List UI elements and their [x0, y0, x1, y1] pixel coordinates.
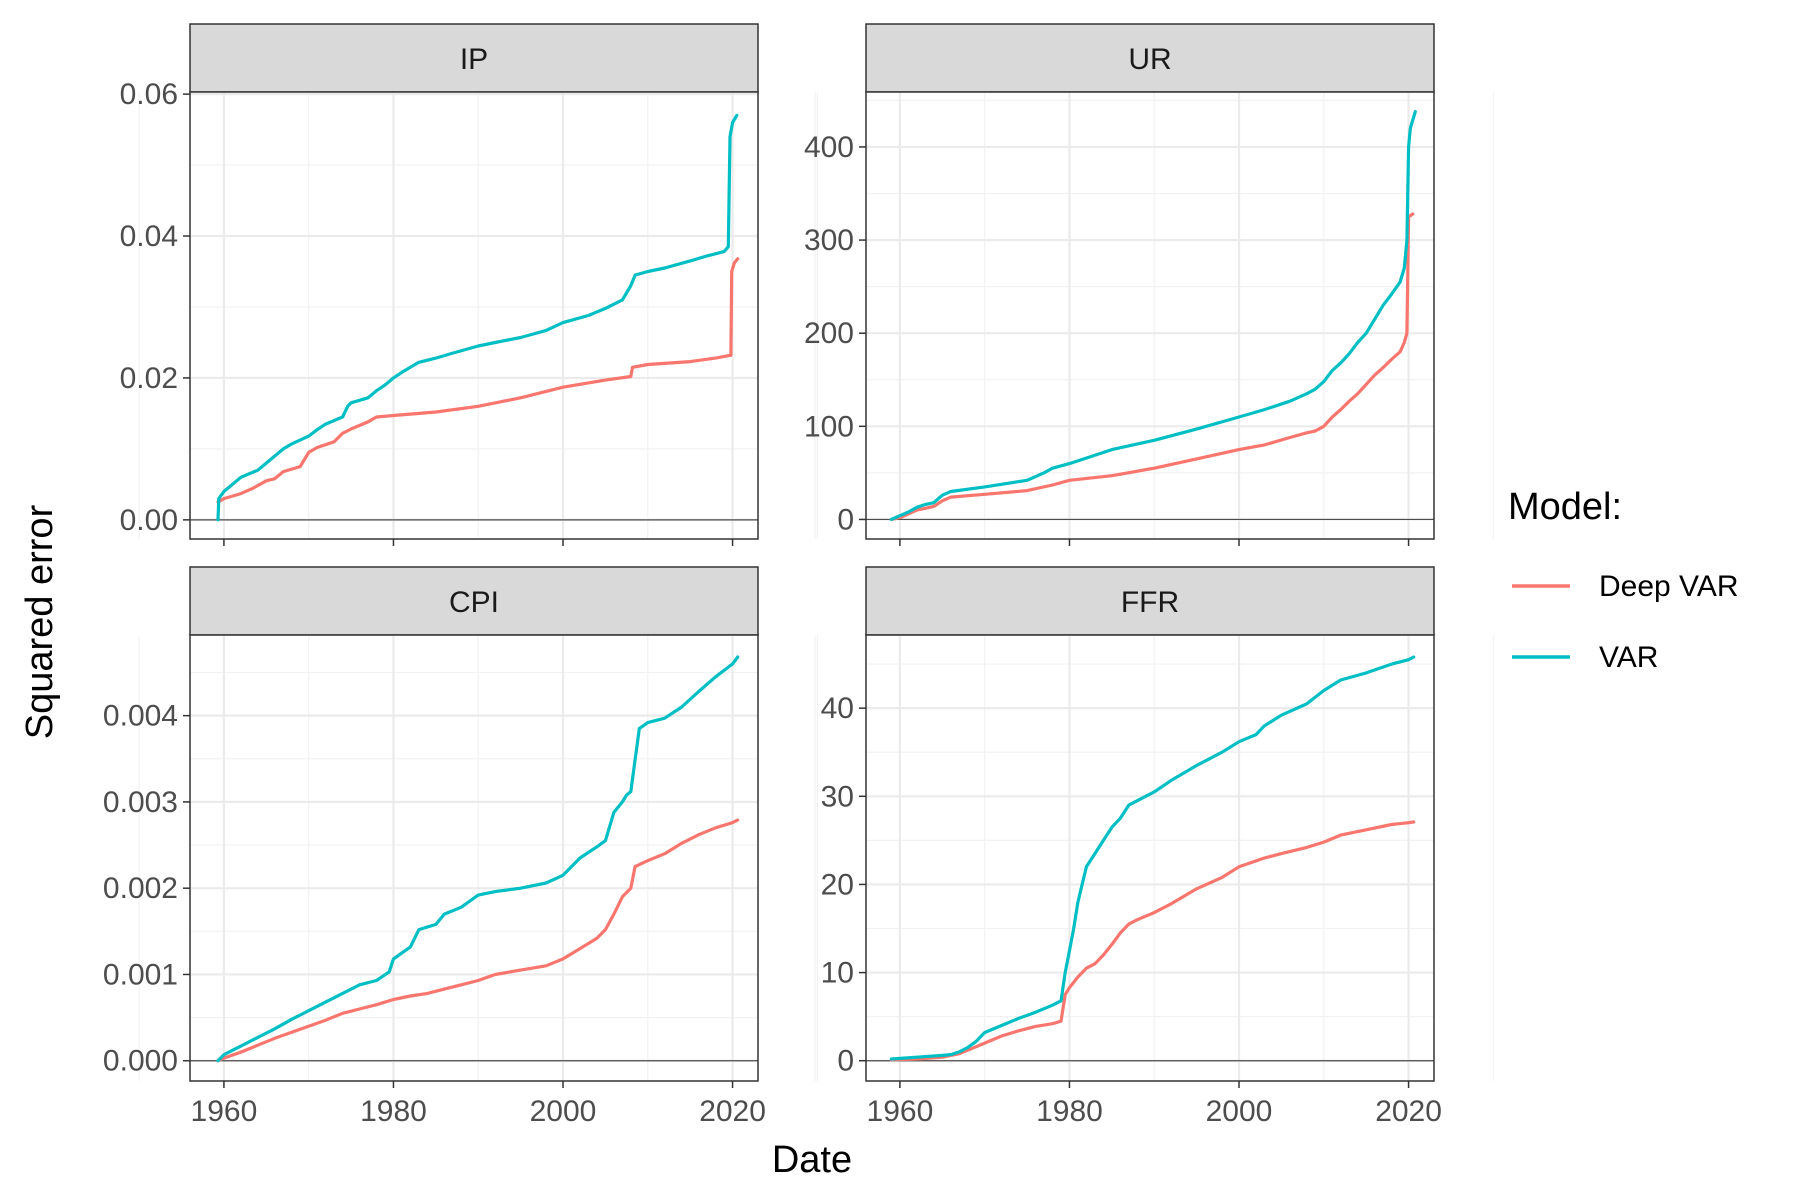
y-tick-label: 200 [804, 317, 854, 350]
facet-strip [189, 23, 759, 93]
y-tick-label: 0.000 [103, 1045, 178, 1078]
panel-ur: UR 0 100 200 300 400 [804, 23, 1494, 546]
facet-strip [865, 566, 1435, 636]
y-tick-label: 400 [804, 131, 854, 164]
panel-cpi: CPI 0.000 0.001 0.002 0.003 0.004 1960 1980 2000… [103, 566, 818, 1128]
series-line-var [216, 113, 739, 522]
x-tick-label: 1960 [191, 1095, 258, 1128]
panel-border [189, 91, 759, 540]
y-axis-title: Squared error [19, 504, 61, 739]
facet-title: CPI [449, 586, 499, 619]
series-line-deep-var [216, 818, 740, 1063]
x-tick-label: 1980 [360, 1095, 427, 1128]
legend-label-var: VAR [1599, 641, 1658, 674]
y-tick-label: 40 [821, 692, 854, 725]
y-tick-label: 0.00 [120, 504, 178, 537]
facet-strip [189, 566, 759, 636]
y-tick-label: 0.04 [120, 220, 178, 253]
facet-strip [865, 23, 1435, 93]
x-tick-label: 1980 [1036, 1095, 1103, 1128]
chart-panels: IP0.000.020.040.06UR0100200300400CPI0.00… [103, 23, 1494, 1128]
series-line-deep-var [216, 257, 740, 504]
x-tick-label: 2000 [1206, 1095, 1273, 1128]
y-tick-label: 0.002 [103, 872, 178, 905]
panel-background [190, 92, 758, 539]
y-tick-label: 0.02 [120, 362, 178, 395]
facet-title: UR [1128, 43, 1171, 76]
facet-title: IP [460, 43, 488, 76]
panel-border [865, 634, 1435, 1082]
y-tick-label: 0 [837, 1045, 854, 1078]
y-tick-label: 0 [837, 503, 854, 536]
series-line-var [889, 655, 1416, 1061]
panel-border [189, 634, 759, 1082]
y-tick-label: 0.06 [120, 78, 178, 111]
series-line-var [889, 109, 1417, 522]
x-axis-title: Date [772, 1139, 852, 1181]
y-tick-label: 0.004 [103, 700, 178, 733]
panel-ffr: FFR 0 10 20 30 40 1960 1980 2000 2020 [814, 566, 1494, 1128]
series-line-deep-var [889, 820, 1416, 1062]
panel-background [866, 635, 1434, 1081]
panel-border [865, 91, 1435, 540]
facet-title: FFR [1121, 586, 1179, 619]
x-tick-label: 2020 [699, 1095, 766, 1128]
panel-background [866, 92, 1434, 539]
y-tick-label: 300 [804, 224, 854, 257]
series-line-deep-var [889, 212, 1415, 522]
y-tick-label: 20 [821, 868, 854, 901]
legend-title: Model: [1508, 486, 1622, 528]
grid [814, 635, 1494, 1081]
series-line-var [216, 655, 740, 1063]
legend-label-deep-var: Deep VAR [1599, 570, 1739, 603]
x-tick-label: 2020 [1375, 1095, 1442, 1128]
y-tick-label: 0.001 [103, 958, 178, 991]
panel-background [190, 635, 758, 1081]
legend: Model: Deep VAR VAR [1508, 486, 1739, 674]
x-tick-label: 1960 [867, 1095, 934, 1128]
y-tick-label: 30 [821, 780, 854, 813]
y-tick-label: 10 [821, 957, 854, 990]
x-tick-label: 2000 [530, 1095, 597, 1128]
y-tick-label: 100 [804, 410, 854, 443]
y-tick-label: 0.003 [103, 786, 178, 819]
panel-ip: IP 0.00 0.02 0.04 0.06 [120, 23, 818, 546]
